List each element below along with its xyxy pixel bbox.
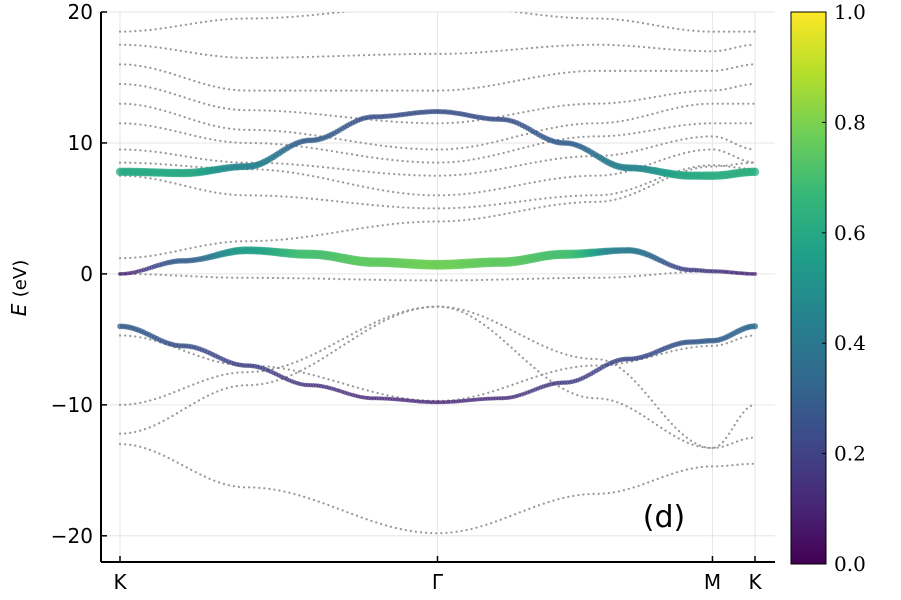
y-axis-label-symbol: E: [7, 303, 31, 316]
band-point: [430, 400, 435, 405]
background-band: [118, 43, 757, 59]
x-tick-label: K: [748, 570, 762, 594]
background-band: [118, 164, 757, 210]
y-tick-label: 20: [68, 0, 93, 24]
grid-lines: [101, 11, 775, 562]
weighted-band-1: [115, 108, 760, 180]
y-tick-label: 10: [68, 131, 93, 155]
band-point: [438, 400, 443, 405]
background-band: [118, 122, 757, 164]
x-tick-label: Γ: [432, 570, 444, 594]
colorbar: 0.0 0.2 0.4 0.6 0.8 1.0: [790, 0, 866, 576]
colorbar-tick-label: 0.4: [834, 331, 866, 355]
x-tick-label: M: [704, 570, 721, 594]
colorbar-tick-label: 0.6: [834, 221, 866, 245]
colorbar-gradient: [790, 11, 827, 565]
background-band: [118, 102, 757, 151]
background-band: [118, 270, 757, 282]
background-band: [118, 82, 757, 125]
background-band: [118, 135, 757, 177]
colorbar-tick-label: 0.0: [834, 552, 866, 576]
panel-label: (d): [643, 500, 685, 535]
weighted-band-3: [117, 323, 759, 405]
y-axis-label-unit: (eV): [10, 260, 31, 297]
colorbar-tick-label: 1.0: [834, 0, 866, 24]
background-band: [118, 305, 757, 450]
band-point: [750, 167, 760, 177]
band-point: [753, 271, 757, 276]
background-band: [118, 443, 757, 535]
y-tick-label: −10: [51, 393, 93, 417]
colorbar-tick-label: 0.2: [834, 442, 866, 466]
weighted-bands: [115, 108, 760, 405]
background-band: [118, 12, 757, 33]
band-point: [751, 323, 759, 330]
y-tick-label: 0: [80, 262, 93, 286]
y-ticks: −20 −10 0 10 20: [51, 0, 107, 548]
background-band: [118, 63, 757, 92]
y-axis-label: E (eV): [7, 260, 31, 316]
x-tick-label: K: [113, 570, 127, 594]
weighted-band-2: [118, 246, 757, 276]
y-tick-label: −20: [51, 524, 93, 548]
background-band: [118, 161, 757, 260]
colorbar-tick-label: 0.8: [834, 110, 866, 134]
